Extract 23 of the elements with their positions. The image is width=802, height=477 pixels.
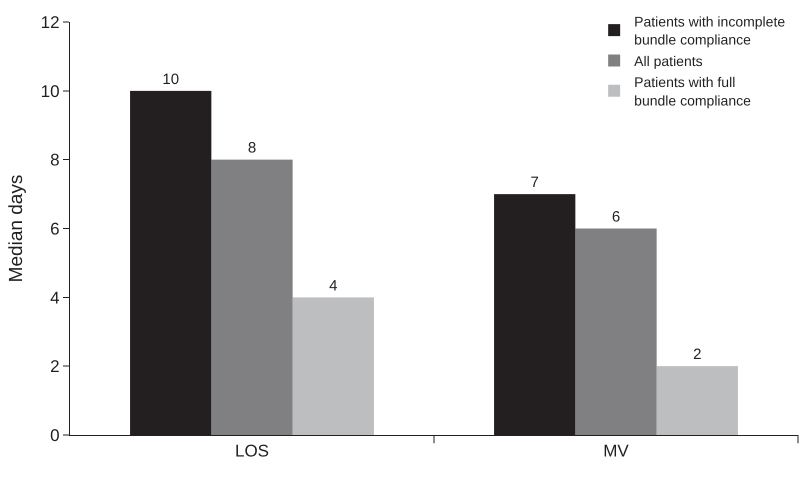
y-tick-label: 0 [50,426,60,445]
bar [292,297,374,435]
data-label: 4 [329,277,338,294]
y-tick-label: 12 [40,12,60,32]
data-label: 8 [248,140,256,157]
data-label: 6 [612,208,620,226]
bar [575,228,657,435]
y-tick-label: 8 [50,150,60,170]
legend-label: Patients with incomplete bundle compliance [634,14,786,48]
legend-label: Patients with full bundle compliance [634,74,752,108]
x-tick-label: LOS [234,441,270,460]
y-tick-label: 10 [40,82,60,101]
legend-label: All patients [634,52,703,69]
y-tick-label: 6 [50,219,60,238]
x-tick-label: MV [603,441,630,460]
y-axis-title: Median days [6,174,27,282]
data-label: 7 [530,174,539,192]
y-tick-label: 4 [50,288,60,308]
y-tick-label: 2 [50,357,60,376]
data-label: 10 [162,70,180,88]
bar [656,366,738,435]
data-label: 2 [693,346,702,364]
bar [211,160,293,435]
